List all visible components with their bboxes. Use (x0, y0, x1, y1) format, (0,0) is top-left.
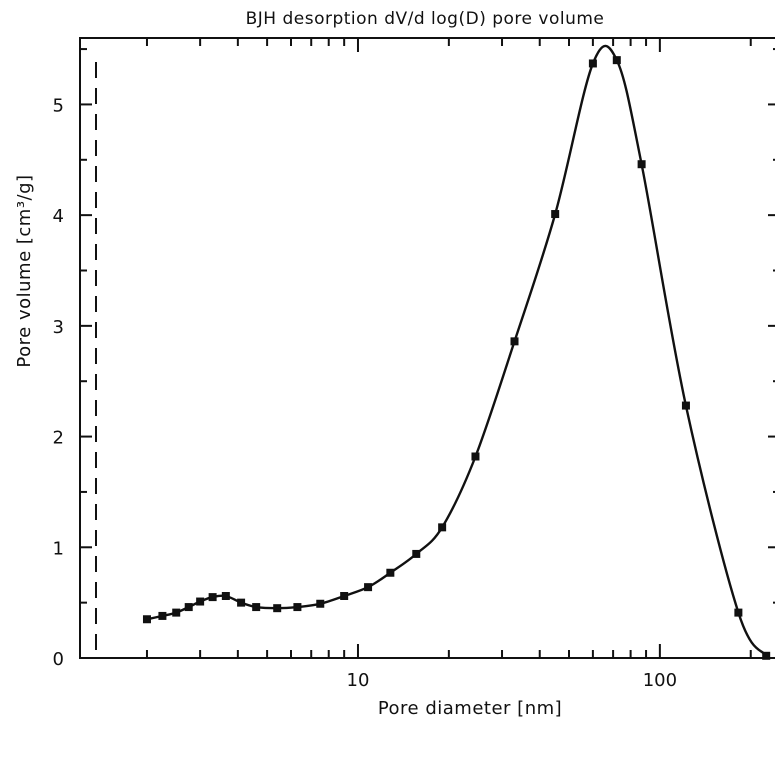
data-point (273, 604, 282, 613)
data-point (637, 160, 646, 169)
y-tick-label: 4 (53, 206, 64, 227)
data-point (364, 583, 373, 592)
data-point (412, 549, 421, 558)
data-point (471, 452, 480, 461)
y-tick-label: 3 (53, 317, 64, 338)
y-tick-label: 5 (53, 95, 64, 116)
data-point (612, 56, 621, 65)
data-point (252, 603, 261, 612)
data-point (293, 603, 302, 612)
data-point (196, 597, 205, 606)
data-point (340, 592, 349, 600)
data-point (158, 611, 167, 620)
data-point (172, 608, 181, 617)
x-axis-label: Pore diameter [nm] (378, 698, 562, 719)
data-point (237, 598, 246, 607)
series-points (142, 56, 771, 660)
axis-ticks (80, 38, 775, 659)
x-tick-label: 100 (643, 670, 677, 691)
tick-labels: 0 1 2 3 4 5 10 100 (53, 95, 678, 691)
data-point (762, 651, 771, 660)
y-tick-label: 0 (53, 649, 64, 670)
y-tick-label: 1 (53, 538, 64, 559)
data-point (438, 523, 447, 532)
data-point (208, 593, 217, 602)
data-point (551, 210, 560, 219)
y-axis-label: Pore volume [cm³/g] (14, 174, 35, 367)
data-point (316, 599, 325, 608)
series-line (146, 44, 768, 657)
data-point (681, 401, 690, 410)
x-tick-label: 10 (347, 670, 370, 691)
data-point (734, 608, 743, 617)
data-point (588, 59, 597, 68)
plot-frame (79, 37, 775, 659)
data-point (142, 615, 151, 624)
y-tick-label: 2 (53, 428, 64, 449)
data-point (386, 568, 395, 577)
data-point (184, 603, 193, 612)
chart-title: BJH desorption dV/d log(D) pore volume (246, 9, 605, 29)
data-point (221, 592, 230, 600)
data-point (510, 337, 519, 346)
